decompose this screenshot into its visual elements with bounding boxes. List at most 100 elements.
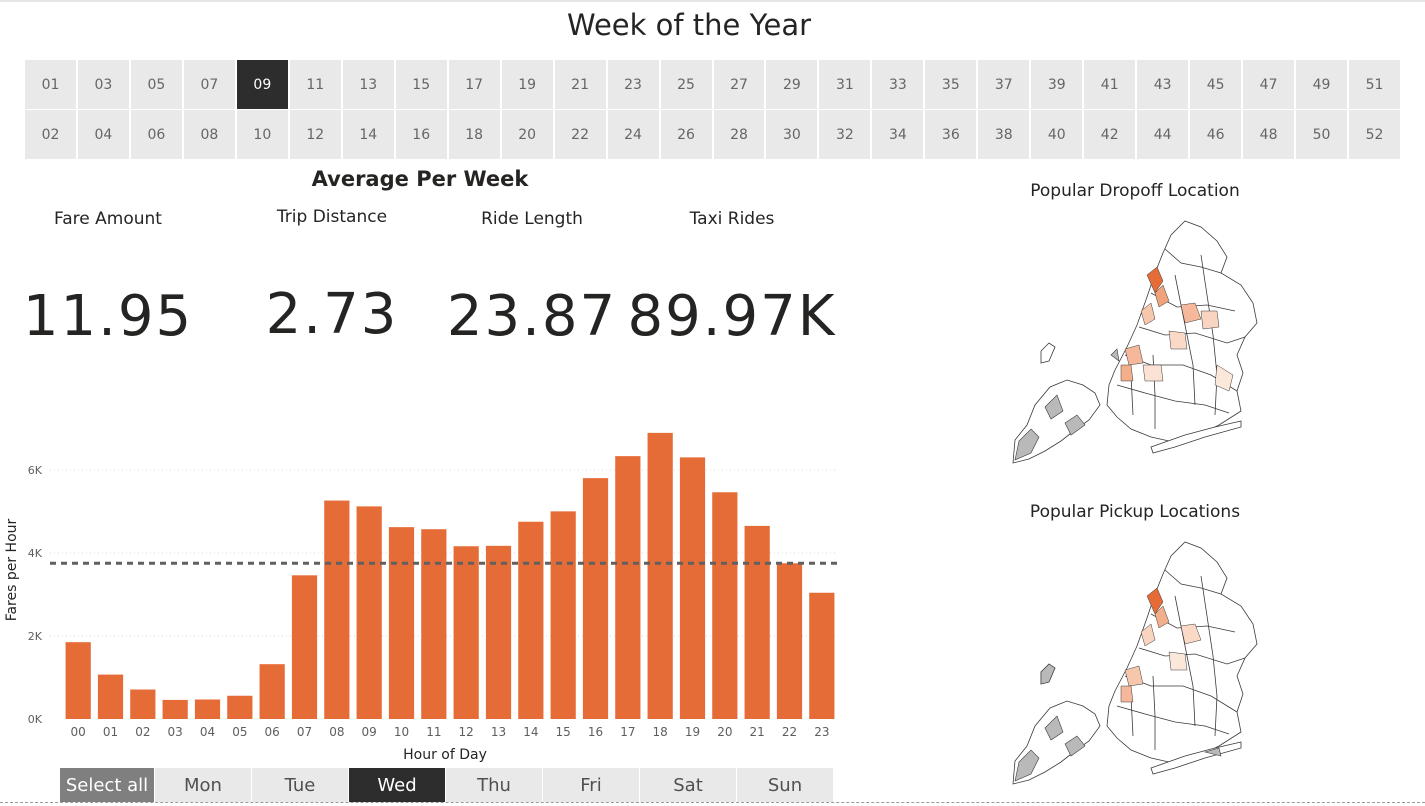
day-button-fri[interactable]: Fri <box>543 768 639 802</box>
bar-hour-12[interactable] <box>454 546 479 719</box>
week-button-27[interactable]: 27 <box>714 60 765 109</box>
bar-hour-03[interactable] <box>163 700 188 719</box>
fares-per-hour-chart[interactable]: 0K 2K 4K 6K 00 01 02 03 04 05 06 07 08 09 10 11 12 13 14 15… <box>0 400 860 770</box>
bar-hour-09[interactable] <box>357 506 382 719</box>
week-button-51[interactable]: 51 <box>1349 60 1400 109</box>
bar-hour-05[interactable] <box>227 696 252 719</box>
y-tick-label: 0K <box>28 713 43 726</box>
week-button-41[interactable]: 41 <box>1084 60 1135 109</box>
week-button-26[interactable]: 26 <box>661 110 712 159</box>
week-button-13[interactable]: 13 <box>343 60 394 109</box>
bar-hour-14[interactable] <box>518 522 543 719</box>
week-button-30[interactable]: 30 <box>766 110 817 159</box>
pickup-map[interactable] <box>1005 536 1265 796</box>
week-button-38[interactable]: 38 <box>978 110 1029 159</box>
day-button-mon[interactable]: Mon <box>155 768 251 802</box>
kpi-label-fare-amount: Fare Amount <box>8 209 208 229</box>
week-button-39[interactable]: 39 <box>1031 60 1082 109</box>
day-button-tue[interactable]: Tue <box>252 768 348 802</box>
week-button-10[interactable]: 10 <box>237 110 288 159</box>
day-of-week-slicer: Select all Mon Tue Wed Thu Fri Sat Sun <box>60 768 834 802</box>
week-button-22[interactable]: 22 <box>555 110 606 159</box>
bar-hour-10[interactable] <box>389 527 414 719</box>
dropoff-map[interactable] <box>1005 215 1265 475</box>
week-button-25[interactable]: 25 <box>661 60 712 109</box>
week-button-47[interactable]: 47 <box>1243 60 1294 109</box>
bar-hour-08[interactable] <box>324 501 349 719</box>
week-button-23[interactable]: 23 <box>608 60 659 109</box>
x-tick-label: 06 <box>265 725 280 739</box>
week-button-20[interactable]: 20 <box>502 110 553 159</box>
kpi-label-taxi-rides: Taxi Rides <box>632 209 832 229</box>
bar-hour-22[interactable] <box>777 563 802 719</box>
week-button-15[interactable]: 15 <box>396 60 447 109</box>
bar-hour-02[interactable] <box>130 690 155 719</box>
week-button-19[interactable]: 19 <box>502 60 553 109</box>
bar-hour-19[interactable] <box>680 457 705 719</box>
week-button-52[interactable]: 52 <box>1349 110 1400 159</box>
kpi-value-fare-amount: 11.95 <box>0 284 228 349</box>
week-button-33[interactable]: 33 <box>872 60 923 109</box>
bar-hour-04[interactable] <box>195 699 220 719</box>
week-button-42[interactable]: 42 <box>1084 110 1135 159</box>
week-button-03[interactable]: 03 <box>78 60 129 109</box>
week-button-11[interactable]: 11 <box>290 60 341 109</box>
week-button-02[interactable]: 02 <box>25 110 76 159</box>
bar-hour-06[interactable] <box>260 664 285 719</box>
week-button-14[interactable]: 14 <box>343 110 394 159</box>
week-button-28[interactable]: 28 <box>714 110 765 159</box>
week-button-46[interactable]: 46 <box>1190 110 1241 159</box>
bar-hour-07[interactable] <box>292 575 317 719</box>
bar-hour-01[interactable] <box>98 675 123 719</box>
day-button-select-all[interactable]: Select all <box>60 768 154 802</box>
x-tick-label: 18 <box>653 725 668 739</box>
week-button-36[interactable]: 36 <box>925 110 976 159</box>
week-button-44[interactable]: 44 <box>1137 110 1188 159</box>
week-button-31[interactable]: 31 <box>819 60 870 109</box>
bar-hour-11[interactable] <box>421 529 446 719</box>
kpi-label-ride-length: Ride Length <box>432 209 632 229</box>
bar-hour-16[interactable] <box>583 478 608 719</box>
week-button-35[interactable]: 35 <box>925 60 976 109</box>
week-button-32[interactable]: 32 <box>819 110 870 159</box>
day-button-thu[interactable]: Thu <box>446 768 542 802</box>
day-button-sun[interactable]: Sun <box>737 768 833 802</box>
bar-hour-21[interactable] <box>745 526 770 719</box>
week-button-17[interactable]: 17 <box>449 60 500 109</box>
week-button-43[interactable]: 43 <box>1137 60 1188 109</box>
x-tick-label: 23 <box>814 725 829 739</box>
bar-hour-17[interactable] <box>615 456 640 719</box>
week-button-06[interactable]: 06 <box>131 110 182 159</box>
week-button-24[interactable]: 24 <box>608 110 659 159</box>
week-button-18[interactable]: 18 <box>449 110 500 159</box>
week-button-08[interactable]: 08 <box>184 110 235 159</box>
bottom-border <box>0 802 1425 803</box>
week-button-16[interactable]: 16 <box>396 110 447 159</box>
kpi-label-trip-distance: Trip Distance <box>232 207 432 227</box>
week-button-50[interactable]: 50 <box>1296 110 1347 159</box>
week-button-45[interactable]: 45 <box>1190 60 1241 109</box>
bar-hour-00[interactable] <box>66 642 91 719</box>
week-button-49[interactable]: 49 <box>1296 60 1347 109</box>
week-button-21[interactable]: 21 <box>555 60 606 109</box>
week-button-48[interactable]: 48 <box>1243 110 1294 159</box>
week-button-40[interactable]: 40 <box>1031 110 1082 159</box>
x-tick-label: 02 <box>135 725 150 739</box>
week-button-05[interactable]: 05 <box>131 60 182 109</box>
week-button-09[interactable]: 09 <box>237 60 288 109</box>
top-border <box>0 0 1425 2</box>
bar-hour-15[interactable] <box>551 511 576 719</box>
week-button-37[interactable]: 37 <box>978 60 1029 109</box>
bar-hour-23[interactable] <box>809 593 834 719</box>
week-button-29[interactable]: 29 <box>766 60 817 109</box>
week-button-34[interactable]: 34 <box>872 110 923 159</box>
week-button-12[interactable]: 12 <box>290 110 341 159</box>
day-button-sat[interactable]: Sat <box>640 768 736 802</box>
week-button-07[interactable]: 07 <box>184 60 235 109</box>
week-button-04[interactable]: 04 <box>78 110 129 159</box>
bar-hour-18[interactable] <box>648 433 673 719</box>
week-button-01[interactable]: 01 <box>25 60 76 109</box>
bar-hour-13[interactable] <box>486 546 511 719</box>
bar-hour-20[interactable] <box>712 492 737 719</box>
day-button-wed[interactable]: Wed <box>349 768 445 802</box>
